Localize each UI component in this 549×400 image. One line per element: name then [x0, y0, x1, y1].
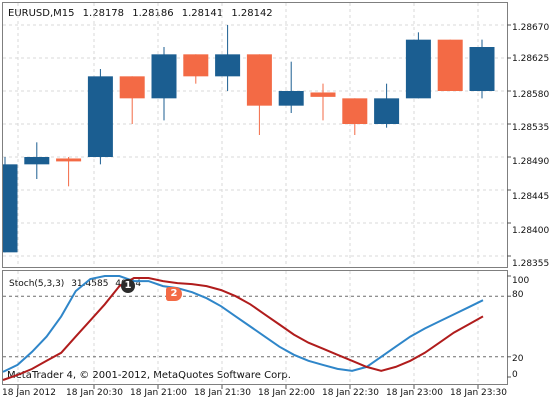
price-tick: 1.28670: [512, 23, 549, 33]
candle-body: [469, 47, 495, 91]
time-tick: 18 Jan 21:00: [130, 388, 187, 398]
marker-badge-2: 2: [166, 287, 182, 301]
candle-body: [246, 54, 272, 106]
stoch-main-line: [2, 275, 484, 373]
candle-body: [183, 54, 209, 77]
price-tick: 1.28580: [512, 90, 549, 100]
time-tick: 18 Jan 23:00: [386, 388, 443, 398]
stoch-tick: 20: [512, 354, 524, 364]
time-tick: 18 Jan 21:30: [194, 388, 251, 398]
time-tick: 18 Jan 23:30: [450, 388, 507, 398]
stoch-signal-line: [2, 277, 484, 381]
stoch-tick: 0: [512, 370, 518, 380]
candle-body: [56, 158, 82, 162]
candle-body: [24, 157, 50, 165]
candle-body: [437, 39, 463, 91]
price-tick: 1.28535: [512, 123, 549, 133]
time-tick: 18 Jan 20:30: [66, 388, 123, 398]
candle-body: [310, 92, 336, 97]
ohlc-open: 1.28178: [82, 8, 125, 19]
stoch-tick: 100: [512, 276, 530, 286]
symbol-name: EURUSD,M15: [8, 8, 75, 19]
candle-body: [342, 98, 368, 124]
time-tick: 18 Jan 22:00: [258, 388, 315, 398]
candle-body: [278, 91, 304, 106]
candle-body: [151, 54, 177, 99]
copyright-text: MetaTrader 4, © 2001-2012, MetaQuotes So…: [7, 370, 291, 381]
time-tick: 18 Jan 22:30: [322, 388, 379, 398]
candle-body: [87, 76, 113, 157]
candle-body: [374, 98, 400, 124]
symbol-info: EURUSD,M15 1.28178 1.28186 1.28141 1.281…: [8, 8, 278, 19]
ohlc-low: 1.28141: [181, 8, 224, 19]
price-tick: 1.28445: [512, 192, 549, 202]
price-tick: 1.28355: [512, 259, 549, 269]
stoch-tick: 80: [512, 290, 524, 300]
candle-body: [215, 54, 241, 77]
candle-body: [119, 76, 145, 99]
marker-badge-1: 1: [121, 279, 135, 293]
ohlc-close: 1.28142: [231, 8, 273, 19]
candle-body: [3, 164, 18, 253]
indicator-value-main: 31.4585: [71, 279, 109, 289]
ohlc-high: 1.28186: [132, 8, 174, 19]
indicator-name: Stoch(5,3,3): [9, 279, 65, 289]
price-tick: 1.28400: [512, 226, 549, 236]
candle-body: [405, 39, 431, 99]
time-tick: 18 Jan 2012: [2, 388, 56, 398]
price-tick: 1.28625: [512, 54, 549, 64]
price-tick: 1.28490: [512, 157, 549, 167]
